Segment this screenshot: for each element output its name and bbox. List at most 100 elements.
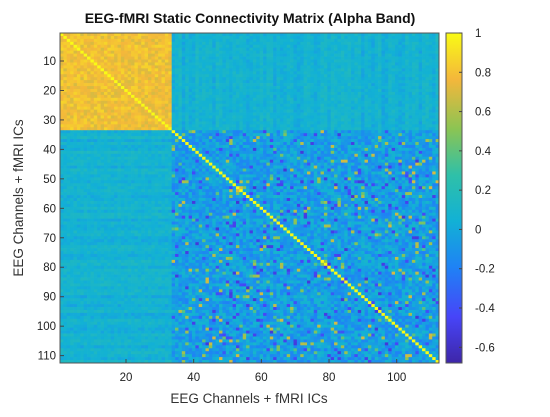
heatmap-cell	[408, 41, 413, 46]
heatmap-cell	[73, 35, 78, 40]
heatmap-cell	[158, 80, 162, 84]
heatmap-cell	[219, 47, 223, 52]
heatmap-cell	[371, 83, 376, 87]
heatmap-cell	[249, 121, 254, 125]
heatmap-cell	[374, 77, 379, 81]
heatmap-cell	[239, 130, 244, 134]
heatmap-cell	[134, 65, 139, 69]
heatmap-cell	[259, 33, 264, 37]
heatmap-cell	[384, 144, 389, 149]
heatmap-cell	[134, 147, 139, 152]
heatmap-cell	[398, 142, 403, 146]
heatmap-cell	[401, 59, 406, 63]
heatmap-cell	[103, 38, 108, 43]
heatmap-cell	[215, 74, 220, 78]
heatmap-cell	[351, 147, 355, 152]
heatmap-cell	[279, 156, 284, 161]
heatmap-cell	[144, 53, 149, 57]
heatmap-cell	[428, 109, 433, 113]
heatmap-cell	[398, 44, 403, 49]
heatmap-cell	[171, 77, 176, 81]
heatmap-cell	[303, 127, 308, 131]
heatmap-cell	[181, 74, 186, 78]
heatmap-cell	[103, 136, 108, 140]
heatmap-cell	[225, 80, 230, 84]
heatmap-cell	[351, 159, 355, 163]
heatmap-cell	[276, 91, 281, 96]
heatmap-cell	[80, 50, 85, 54]
heatmap-cell	[151, 130, 156, 134]
heatmap-cell	[340, 103, 345, 108]
heatmap-cell	[330, 38, 335, 43]
heatmap-cell	[147, 156, 152, 161]
heatmap-cell	[242, 74, 247, 78]
heatmap-cell	[351, 38, 355, 43]
heatmap-cell	[215, 94, 220, 99]
heatmap-cell	[405, 124, 409, 128]
heatmap-cell	[405, 133, 409, 137]
heatmap-cell	[151, 144, 156, 149]
heatmap-cell	[171, 44, 176, 49]
heatmap-cell	[246, 62, 250, 66]
heatmap-cell	[378, 153, 382, 158]
heatmap-cell	[83, 88, 88, 93]
heatmap-cell	[147, 77, 152, 81]
heatmap-cell	[330, 136, 335, 140]
heatmap-cell	[428, 147, 433, 152]
heatmap-cell	[286, 97, 291, 102]
heatmap-cell	[232, 59, 237, 63]
heatmap-cell	[242, 86, 247, 90]
heatmap-cell	[266, 35, 271, 40]
heatmap-cell	[279, 83, 284, 87]
heatmap-cell	[300, 62, 304, 66]
heatmap-cell	[293, 133, 298, 137]
heatmap-cell	[378, 147, 382, 152]
heatmap-cell	[188, 112, 193, 116]
heatmap-cell	[219, 77, 223, 81]
heatmap-cell	[398, 103, 403, 108]
heatmap-cell	[354, 38, 359, 43]
heatmap-cell	[259, 124, 264, 128]
heatmap-cell	[70, 41, 74, 46]
heatmap-cell	[181, 47, 186, 52]
heatmap-cell	[134, 71, 139, 75]
heatmap-cell	[171, 162, 176, 166]
heatmap-cell	[317, 88, 321, 93]
heatmap-cell	[137, 44, 142, 49]
heatmap-cell	[202, 133, 206, 137]
heatmap-cell	[164, 88, 169, 93]
heatmap-cell	[269, 103, 274, 108]
heatmap-cell	[185, 50, 189, 54]
heatmap-cell	[259, 62, 264, 66]
heatmap-cell	[283, 65, 288, 69]
heatmap-cell	[340, 86, 345, 90]
heatmap-cell	[232, 68, 237, 72]
heatmap-cell	[137, 80, 142, 84]
heatmap-cell	[63, 109, 68, 113]
heatmap-cell	[374, 56, 379, 60]
heatmap-cell	[144, 74, 149, 78]
heatmap-cell	[93, 100, 98, 105]
heatmap-cell	[269, 130, 274, 134]
heatmap-cell	[320, 115, 325, 119]
heatmap-cell	[351, 153, 355, 158]
heatmap-cell	[103, 80, 108, 84]
heatmap-cell	[344, 94, 348, 99]
heatmap-cell	[134, 136, 139, 140]
heatmap-cell	[249, 74, 254, 78]
heatmap-cell	[286, 71, 291, 75]
heatmap-cell	[70, 88, 74, 93]
heatmap-cell	[215, 144, 220, 149]
heatmap-cell	[90, 150, 95, 155]
heatmap-cell	[232, 127, 237, 131]
heatmap-cell	[415, 100, 420, 105]
heatmap-cell	[395, 150, 399, 155]
heatmap-cell	[307, 86, 311, 90]
heatmap-cell	[249, 103, 254, 108]
heatmap-cell	[181, 142, 186, 146]
heatmap-cell	[60, 53, 64, 57]
heatmap-cell	[334, 86, 338, 90]
heatmap-cell	[215, 112, 220, 116]
heatmap-cell	[90, 91, 95, 96]
heatmap-cell	[161, 47, 166, 52]
